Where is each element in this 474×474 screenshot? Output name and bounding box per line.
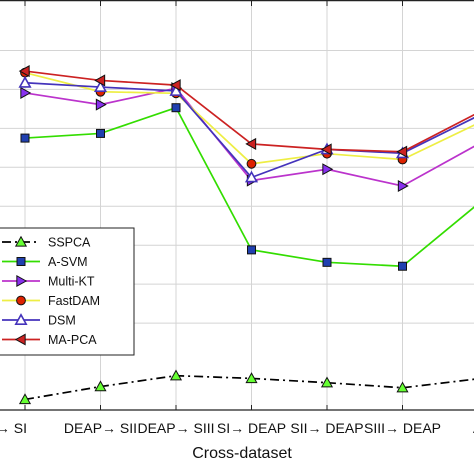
x-tick-label: SI→ DEAP [217,420,286,436]
legend-item: DSM [2,313,76,328]
legend-marker [14,313,28,325]
series-sspca [18,369,474,405]
data-point [20,86,32,99]
legend-box [0,227,135,356]
data-point [398,261,407,271]
data-point [18,65,30,78]
data-point [95,98,107,111]
x-tick-label: → SI [0,420,27,436]
x-axis-label: Cross-dataset [192,445,292,462]
legend-item: A-SVM [2,255,88,269]
data-point [94,74,106,87]
x-tick-label: DEAP→ SII [64,420,137,436]
data-point [169,79,181,92]
legend-label: MA-PCA [48,333,97,347]
data-point [247,245,256,255]
legend-label: Multi-KT [48,275,95,289]
data-point [171,103,181,113]
data-point [169,84,183,96]
data-point [396,145,408,158]
legend-marker [14,333,26,346]
data-point [169,369,183,381]
data-point [397,179,409,193]
legend: SSPCA A-SVM Multi-KT FastDAM DSM MA-PCA [0,227,135,356]
legend-marker [16,295,26,306]
legend-item: FastDAM [2,294,100,308]
x-tick-label: SII→ DEAP [290,420,363,436]
legend-item: Multi-KT [2,275,95,289]
data-point [18,75,32,88]
data-point [320,143,332,156]
legend-label: SSPCA [48,236,91,250]
x-tick-labels: → SI DEAP→ SII DEAP→ SIII SI→ DEAP SII→ DEAP… [0,420,474,436]
series-a-svm [20,103,474,271]
data-point [245,372,258,384]
data-point [244,170,259,183]
legend-marker [16,274,28,288]
data-point [94,380,107,392]
data-point [96,128,105,138]
x-tick-label: DEAP→ SIII [137,420,214,436]
legend-label: DSM [48,314,76,328]
legend-marker [14,235,28,247]
legend-marker [16,257,26,266]
legend-item: SSPCA [2,236,91,250]
series-group [18,65,474,405]
legend-label: FastDAM [48,294,100,308]
data-point [320,376,334,388]
data-point [246,158,257,169]
data-point [18,393,32,405]
data-point [396,381,409,393]
data-point [245,137,257,150]
data-point [322,163,334,176]
x-tick-label: SIII→ DEAP [364,420,441,436]
legend-label: A-SVM [48,255,88,269]
series-ma-pca [18,65,474,158]
data-point [322,257,332,267]
axes [0,0,474,411]
data-point [20,133,30,143]
legend-item: MA-PCA [2,333,97,347]
data-point [93,80,108,93]
